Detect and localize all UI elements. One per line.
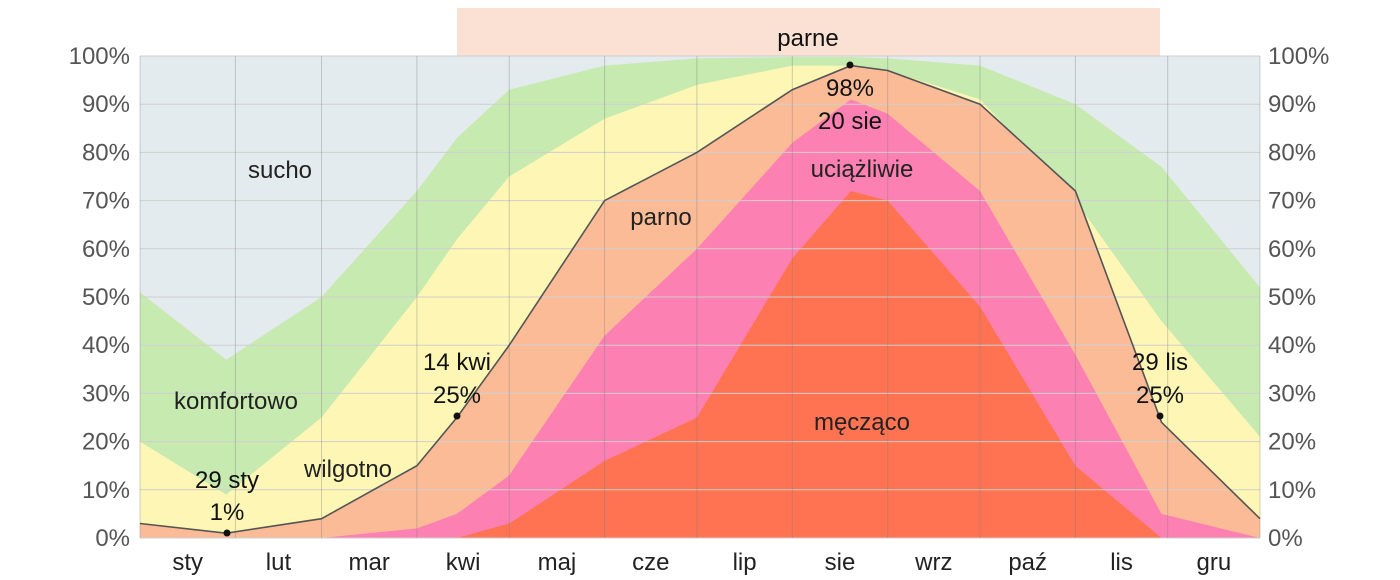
y-tick-left: 80% <box>82 139 130 166</box>
annotation-dot <box>223 529 231 537</box>
y-tick-right: 70% <box>1268 188 1316 215</box>
y-axis-right: 0% 10% 20% 30% 40% 50% 60% 70% 80% 90% 100% <box>1268 43 1329 552</box>
month-label: gru <box>1197 549 1232 576</box>
annotation-14-kwi: 14 kwi 25% <box>423 349 491 420</box>
annotation-dot <box>453 412 461 420</box>
x-axis-months: sty lut mar kwi maj cze lip sie wrz paź lis gru <box>172 549 1231 576</box>
y-axis-left: 0% 10% 20% 30% 40% 50% 60% 70% 80% 90% 100% <box>69 43 130 552</box>
annotation-value: 25% <box>1136 382 1184 409</box>
muggy-period-label: parne <box>777 25 838 52</box>
label-wilgotno: wilgotno <box>303 456 392 483</box>
month-label: sie <box>825 549 856 576</box>
y-tick-left: 50% <box>82 284 130 311</box>
annotation-value: 25% <box>433 382 481 409</box>
y-tick-left: 90% <box>82 91 130 118</box>
month-label: sty <box>172 549 203 576</box>
y-tick-left: 20% <box>82 429 130 456</box>
label-sucho: sucho <box>248 157 312 184</box>
y-tick-right: 0% <box>1268 525 1303 552</box>
month-label: cze <box>632 549 669 576</box>
annotation-20-sie: 98% 20 sie <box>818 61 882 135</box>
label-komfortowo: komfortowo <box>174 388 298 415</box>
month-label: lut <box>266 549 292 576</box>
y-tick-left: 30% <box>82 380 130 407</box>
y-tick-right: 30% <box>1268 380 1316 407</box>
month-label: paź <box>1008 549 1047 576</box>
y-tick-right: 10% <box>1268 477 1316 504</box>
muggy-line <box>139 64 1261 535</box>
annotation-29-lis: 29 lis 25% <box>1132 349 1188 420</box>
y-tick-left: 70% <box>82 188 130 215</box>
label-uciazliwie: uciążliwie <box>811 156 914 183</box>
annotation-dot <box>1156 412 1164 420</box>
annotation-date: 29 lis <box>1132 349 1188 376</box>
y-tick-right: 50% <box>1268 284 1316 311</box>
y-tick-right: 20% <box>1268 429 1316 456</box>
y-tick-right: 100% <box>1268 43 1329 70</box>
y-tick-left: 0% <box>95 525 130 552</box>
y-tick-left: 40% <box>82 332 130 359</box>
y-tick-right: 80% <box>1268 139 1316 166</box>
month-label: maj <box>538 549 577 576</box>
label-parno: parno <box>630 204 691 231</box>
y-tick-left: 100% <box>69 43 130 70</box>
annotation-date: 20 sie <box>818 108 882 135</box>
annotation-date: 29 sty <box>195 467 259 494</box>
month-label: mar <box>349 549 390 576</box>
label-meczaco: męcząco <box>814 409 910 436</box>
annotation-29-sty: 29 sty 1% <box>195 467 259 537</box>
y-tick-right: 90% <box>1268 91 1316 118</box>
y-tick-right: 40% <box>1268 332 1316 359</box>
y-tick-left: 60% <box>82 236 130 263</box>
month-label: wrz <box>914 549 952 576</box>
annotation-value: 98% <box>826 75 874 102</box>
month-label: kwi <box>446 549 481 576</box>
area-męczące <box>140 191 1260 538</box>
annotation-date: 14 kwi <box>423 349 491 376</box>
annotation-dot <box>846 61 854 69</box>
month-label: lip <box>733 549 757 576</box>
annotation-value: 1% <box>210 499 245 526</box>
grid-lines <box>139 55 1261 539</box>
y-tick-left: 10% <box>82 477 130 504</box>
month-label: lis <box>1110 549 1133 576</box>
y-tick-right: 60% <box>1268 236 1316 263</box>
